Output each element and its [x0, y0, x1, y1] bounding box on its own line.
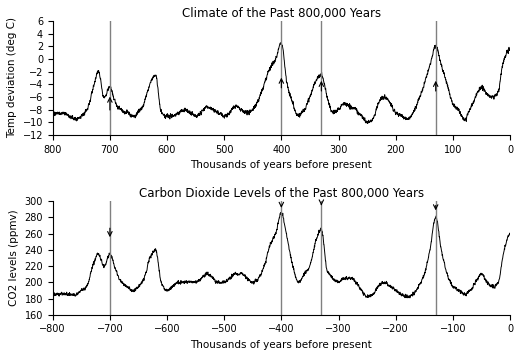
X-axis label: Thousands of years before present: Thousands of years before present: [190, 160, 372, 170]
Y-axis label: CO2 levels (ppmv): CO2 levels (ppmv): [9, 210, 19, 306]
Title: Carbon Dioxide Levels of the Past 800,000 Years: Carbon Dioxide Levels of the Past 800,00…: [139, 187, 424, 200]
Title: Climate of the Past 800,000 Years: Climate of the Past 800,000 Years: [182, 7, 381, 20]
X-axis label: Thousands of years before present: Thousands of years before present: [190, 340, 372, 350]
Y-axis label: Temp deviation (deg C): Temp deviation (deg C): [7, 17, 17, 139]
